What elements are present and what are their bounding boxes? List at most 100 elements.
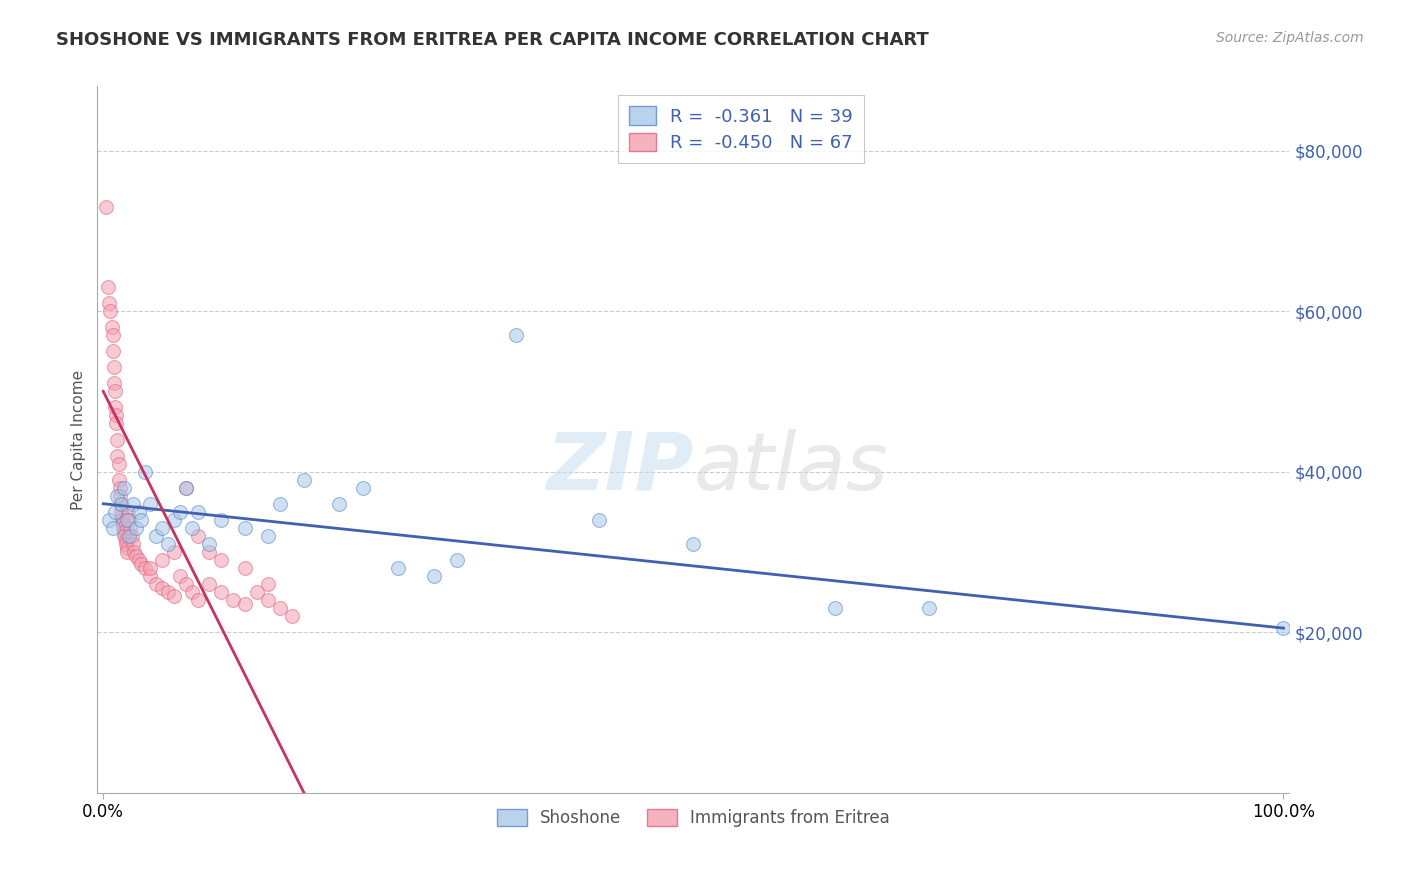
Point (281, 609, 304, 624)
Text: atlas: atlas (693, 429, 889, 507)
Point (257, 593, 280, 607)
Text: Source: ZipAtlas.com: Source: ZipAtlas.com (1216, 31, 1364, 45)
Point (98, 296, 121, 310)
Point (157, 537, 180, 551)
Point (387, 561, 409, 575)
Point (98, 513, 121, 527)
Y-axis label: Per Capita Income: Per Capita Income (72, 369, 86, 509)
Point (94, 200, 117, 214)
Point (328, 497, 350, 511)
Point (121, 537, 143, 551)
Point (269, 601, 291, 615)
Point (352, 481, 374, 495)
Point (104, 505, 127, 519)
Point (103, 360, 125, 375)
Point (107, 473, 129, 487)
Point (112, 516, 135, 531)
Point (139, 561, 162, 575)
Point (108, 481, 131, 495)
Point (110, 497, 132, 511)
Point (107, 449, 129, 463)
Text: ZIP: ZIP (546, 429, 693, 507)
Point (108, 489, 131, 503)
Point (128, 553, 150, 567)
Point (187, 529, 209, 543)
Point (169, 569, 191, 583)
Point (180, 521, 202, 535)
Point (163, 589, 186, 603)
Point (422, 569, 444, 583)
Point (198, 545, 221, 559)
Point (129, 557, 152, 571)
Point (118, 513, 141, 527)
Point (104, 384, 127, 399)
Point (150, 521, 173, 535)
Point (104, 401, 127, 415)
Point (120, 521, 142, 535)
Point (446, 553, 468, 567)
Point (174, 481, 197, 495)
Point (101, 328, 124, 343)
Point (169, 505, 191, 519)
Point (233, 597, 256, 611)
Point (1272, 621, 1295, 635)
Point (100, 320, 122, 334)
Point (198, 577, 221, 591)
Point (121, 529, 143, 543)
Point (163, 513, 186, 527)
Point (129, 513, 152, 527)
Point (209, 553, 232, 567)
Point (198, 537, 221, 551)
Point (103, 376, 125, 391)
Point (114, 529, 136, 543)
Point (222, 593, 245, 607)
Point (918, 601, 941, 615)
Point (115, 545, 138, 559)
Point (112, 521, 135, 535)
Point (233, 561, 256, 575)
Point (107, 433, 129, 447)
Point (269, 497, 291, 511)
Point (150, 581, 173, 595)
Point (257, 529, 280, 543)
Point (150, 553, 173, 567)
Point (122, 545, 145, 559)
Point (505, 328, 527, 343)
Point (114, 533, 136, 547)
Point (134, 465, 156, 479)
Point (163, 545, 186, 559)
Point (139, 497, 162, 511)
Point (110, 505, 132, 519)
Point (134, 561, 156, 575)
Point (97, 280, 120, 294)
Point (174, 481, 197, 495)
Point (114, 481, 136, 495)
Point (145, 529, 167, 543)
Point (157, 585, 180, 599)
Point (115, 513, 138, 527)
Point (145, 577, 167, 591)
Point (121, 497, 143, 511)
Point (125, 549, 148, 563)
Point (246, 585, 269, 599)
Point (111, 513, 134, 527)
Point (115, 541, 138, 555)
Point (107, 457, 129, 471)
Point (180, 585, 202, 599)
Point (233, 521, 256, 535)
Point (110, 497, 132, 511)
Point (105, 409, 128, 423)
Point (118, 529, 141, 543)
Point (209, 585, 232, 599)
Point (174, 577, 197, 591)
Point (209, 513, 232, 527)
Point (588, 513, 610, 527)
Point (187, 505, 209, 519)
Point (139, 569, 162, 583)
Point (98, 304, 121, 318)
Point (292, 473, 315, 487)
Point (125, 521, 148, 535)
Point (111, 508, 134, 523)
Point (114, 537, 136, 551)
Text: SHOSHONE VS IMMIGRANTS FROM ERITREA PER CAPITA INCOME CORRELATION CHART: SHOSHONE VS IMMIGRANTS FROM ERITREA PER … (56, 31, 929, 49)
